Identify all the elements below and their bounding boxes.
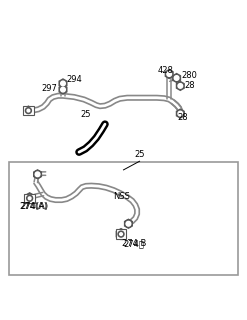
Text: 274(A): 274(A) <box>20 203 48 212</box>
Polygon shape <box>61 81 65 86</box>
Polygon shape <box>178 111 183 116</box>
Text: 274Ⓑ: 274Ⓑ <box>124 240 144 249</box>
Text: 274(A): 274(A) <box>20 203 48 212</box>
Bar <box>23 106 34 115</box>
Polygon shape <box>59 85 67 94</box>
Text: 28: 28 <box>185 81 195 90</box>
Polygon shape <box>118 231 124 237</box>
Polygon shape <box>35 172 40 177</box>
Text: 297: 297 <box>41 84 57 93</box>
Text: 28: 28 <box>178 113 188 122</box>
Circle shape <box>27 195 33 201</box>
Polygon shape <box>24 106 32 115</box>
Polygon shape <box>173 74 181 83</box>
Polygon shape <box>124 219 132 228</box>
Polygon shape <box>167 72 171 76</box>
Circle shape <box>36 172 40 176</box>
Polygon shape <box>176 82 184 90</box>
Polygon shape <box>59 79 67 88</box>
Bar <box>116 229 126 239</box>
Polygon shape <box>26 108 31 113</box>
Text: 280: 280 <box>181 71 197 80</box>
Polygon shape <box>25 193 34 204</box>
Circle shape <box>125 220 132 228</box>
Bar <box>24 194 35 203</box>
Polygon shape <box>116 229 126 240</box>
Polygon shape <box>27 196 32 201</box>
Circle shape <box>120 233 123 236</box>
Text: 428: 428 <box>158 66 173 75</box>
Polygon shape <box>61 87 65 92</box>
Polygon shape <box>178 84 183 88</box>
Circle shape <box>118 231 124 237</box>
Circle shape <box>27 109 30 112</box>
Circle shape <box>126 222 130 226</box>
Bar <box>9 163 238 275</box>
Text: NSS: NSS <box>114 192 130 201</box>
Circle shape <box>25 108 31 114</box>
Circle shape <box>28 197 31 200</box>
Polygon shape <box>126 221 131 226</box>
Polygon shape <box>176 109 184 118</box>
Polygon shape <box>174 76 179 80</box>
Text: 294: 294 <box>67 75 82 84</box>
Polygon shape <box>165 69 173 78</box>
Text: 25: 25 <box>80 110 90 119</box>
Text: 25: 25 <box>134 150 145 159</box>
Circle shape <box>34 171 41 178</box>
Text: 274 B: 274 B <box>122 239 147 248</box>
Polygon shape <box>34 170 41 179</box>
